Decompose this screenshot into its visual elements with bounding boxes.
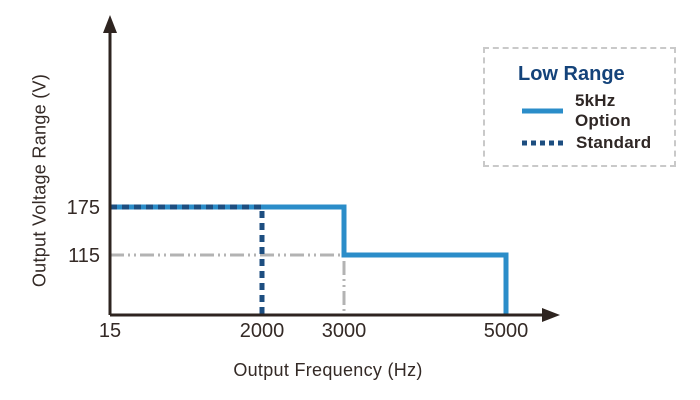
x-tick-label: 15 [98,320,122,342]
solid-line-swatch-icon [522,108,563,114]
x-axis-title: Output Frequency (Hz) [233,360,423,380]
x-tick-label: 2000 [239,320,285,342]
legend-box: Low Range 5kHz Option Standard [483,47,676,167]
y-tick-label: 175 [66,197,100,219]
series-5khz-option-line [110,204,509,315]
legend-entry-label: Standard [576,133,652,152]
series-standard-line [110,204,265,315]
x-tick-label: 5000 [483,320,529,342]
y-tick-label: 115 [68,245,100,267]
legend-entry-5khz-option: 5kHz Option [521,91,674,130]
x-tick-label: 3000 [321,320,367,342]
y-axis-arrow-icon [103,15,117,33]
legend-entry-label: 5kHz Option [575,91,631,130]
dashed-line-swatch-icon [522,140,563,146]
reference-line [110,253,346,315]
x-axis-arrow-icon [542,308,560,322]
legend-entry-standard: Standard [521,133,651,153]
legend-title: Low Range [518,63,625,85]
